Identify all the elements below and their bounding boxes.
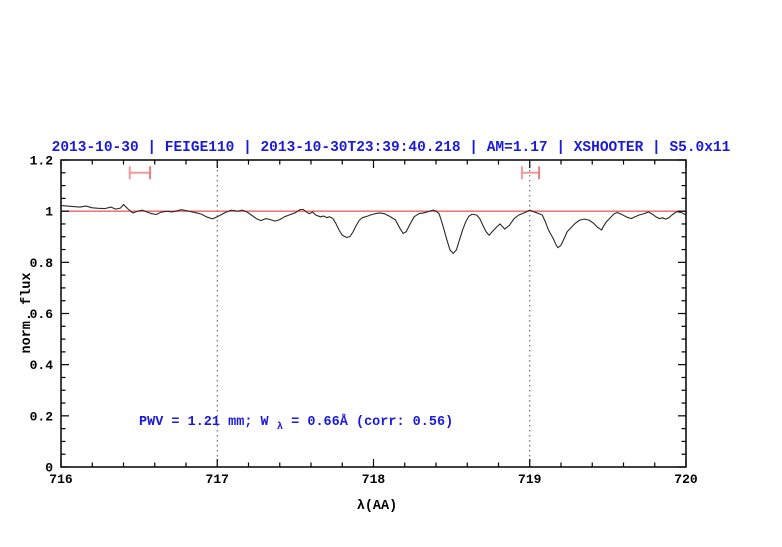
spectrum-line <box>60 203 687 254</box>
x-tick-label: 720 <box>674 472 698 487</box>
spectrum-data-layer <box>60 166 687 254</box>
pwv-annotation: PWV = 1.21 mm; W λ = 0.66Å (corr: 0.56) <box>139 414 453 434</box>
pwv-annotation-prefix: PWV = 1.21 mm; W <box>139 415 270 430</box>
plot-title: 2013-10-30 | FEIGE110 | 2013-10-30T23:39… <box>52 140 731 156</box>
x-tick-label: 717 <box>206 472 229 487</box>
x-tick-label: 718 <box>362 472 386 487</box>
y-tick-label: 0.2 <box>30 409 54 424</box>
y-tick-label: 0 <box>45 461 53 476</box>
pwv-annotation-suffix: = 0.66Å (corr: 0.56) <box>291 414 453 430</box>
range-marker <box>520 166 541 180</box>
y-tick-label: 0.4 <box>30 358 54 373</box>
y-tick-label: 1 <box>45 205 53 220</box>
range-marker <box>128 166 152 180</box>
x-axis-label: λ(AA) <box>357 499 398 514</box>
pwv-annotation-subscript: λ <box>277 421 283 433</box>
y-tick-label: 0.8 <box>30 256 54 271</box>
y-tick-label: 1.2 <box>30 154 54 169</box>
y-tick-label: 0.6 <box>30 307 54 322</box>
y-axis-label: norm. flux <box>20 272 35 353</box>
x-tick-label: 716 <box>49 472 73 487</box>
x-tick-label: 719 <box>518 472 542 487</box>
axes-layer: 716 717 718 719 720 0 0.2 0.4 0.6 0.8 1 1.2 <box>30 154 698 488</box>
